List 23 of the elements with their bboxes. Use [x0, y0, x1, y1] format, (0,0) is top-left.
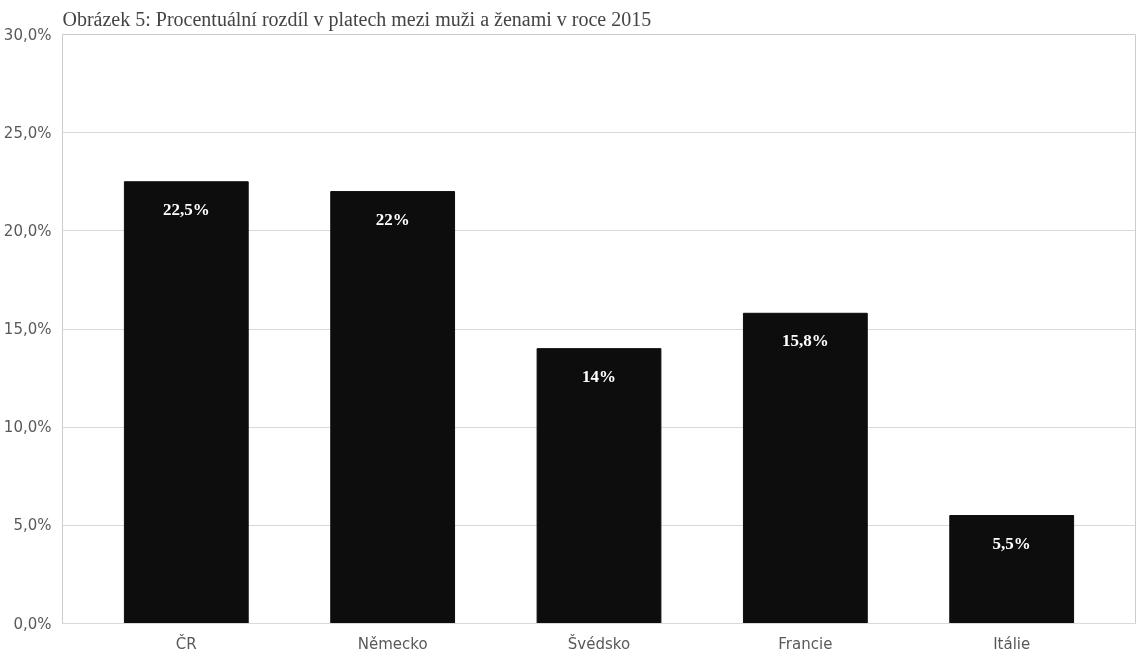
- bar: [742, 312, 868, 624]
- x-tick-label: Itálie: [993, 634, 1031, 653]
- y-tick-label: 0,0%: [13, 614, 52, 633]
- bar: [330, 191, 456, 624]
- bar: [123, 181, 249, 624]
- y-tick-label: 25,0%: [3, 123, 52, 142]
- data-label: 22,5%: [162, 199, 210, 219]
- data-label: 5,5%: [992, 533, 1031, 553]
- x-tick-label: ČR: [175, 633, 197, 653]
- x-tick-label: Německo: [357, 634, 428, 653]
- bar: [536, 348, 662, 624]
- x-tick-label: Francie: [778, 634, 833, 653]
- y-tick-label: 15,0%: [3, 320, 52, 338]
- data-label: 22%: [375, 209, 410, 229]
- x-tick-label: Švédsko: [567, 633, 631, 653]
- bar: [949, 515, 1075, 624]
- chart-title: Obrázek 5: Procentuální rozdíl v platech mezi muži a ženami v roce 2015: [62, 7, 652, 31]
- y-tick-label: 10,0%: [3, 418, 52, 437]
- data-label: 15,8%: [781, 331, 829, 351]
- y-tick-label: 20,0%: [3, 221, 52, 240]
- y-tick-label: 30,0%: [3, 25, 52, 44]
- data-label: 14%: [582, 366, 616, 386]
- y-tick-label: 5,0%: [13, 516, 52, 535]
